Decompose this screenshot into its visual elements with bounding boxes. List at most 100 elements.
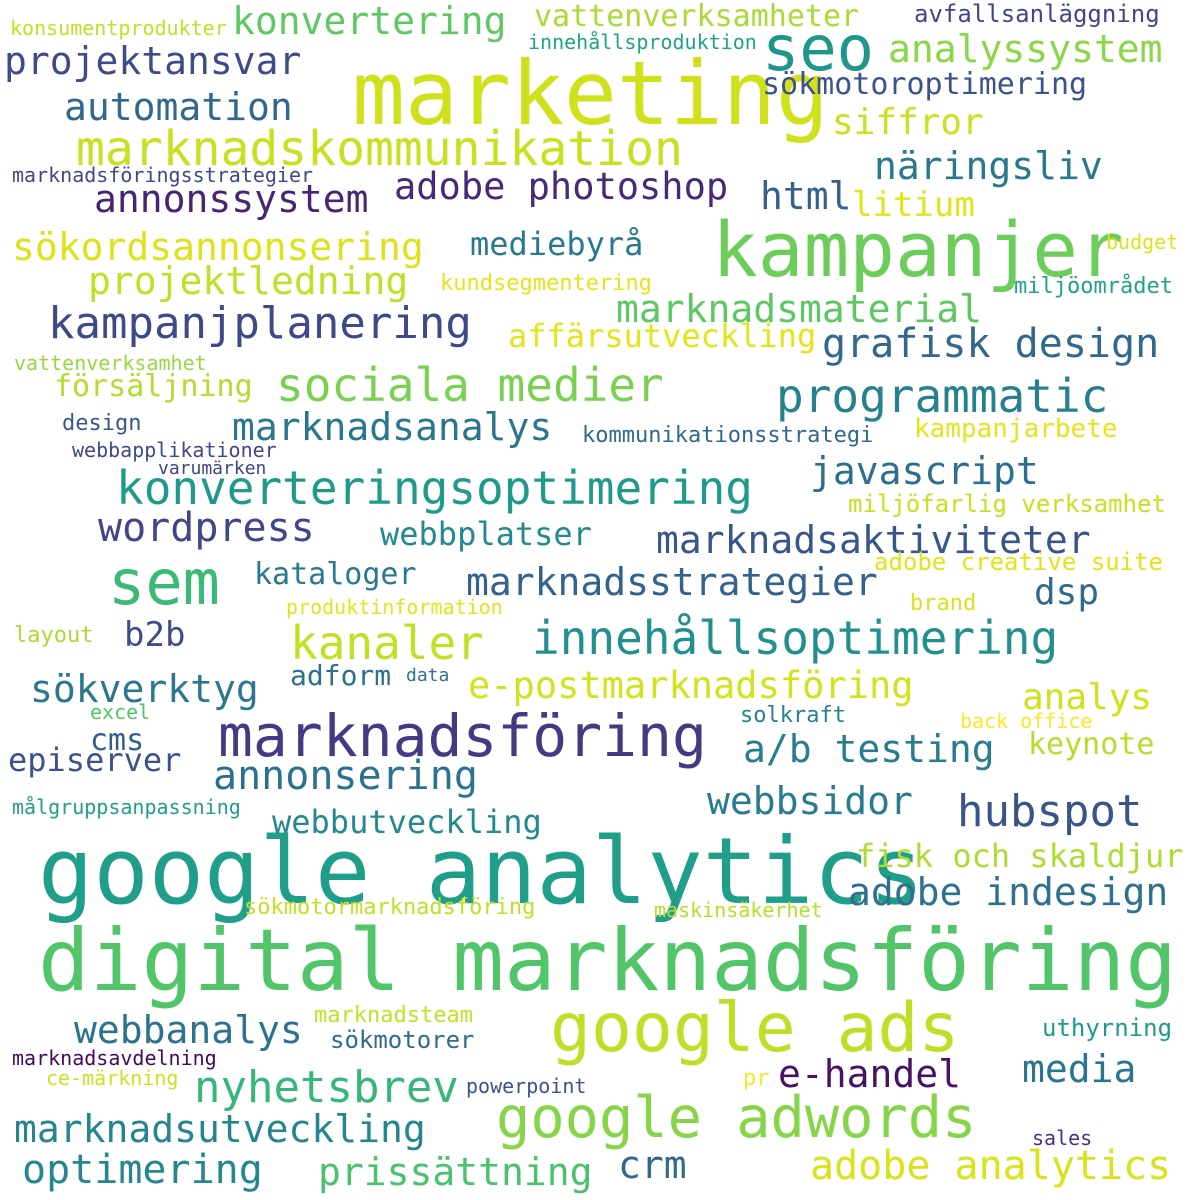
word-ab-testing: a/b testing <box>743 727 995 771</box>
word-konverteringsoptimering: konverteringsoptimering <box>116 461 753 515</box>
word-konsumentprodukter: konsumentprodukter <box>10 16 227 40</box>
word-kampanjer: kampanjer <box>712 205 1124 294</box>
word-digital-marknadsforing: digital marknadsföring <box>38 911 1178 1011</box>
word-analyssystem: analyssystem <box>888 27 1163 71</box>
word-innehallsproduktion: innehållsproduktion <box>528 30 757 54</box>
word-media: media <box>1022 1047 1137 1091</box>
word-marknadsforingsstrategier: marknadsföringsstrategier <box>12 163 314 187</box>
word-litium: litium <box>852 185 975 225</box>
word-wordpress: wordpress <box>98 505 315 551</box>
word-sociala-medier: sociala medier <box>276 358 664 412</box>
word-sokmotorer: sökmotorer <box>330 1026 475 1054</box>
word-hubspot: hubspot <box>957 786 1143 837</box>
word-marknadsteam: marknadsteam <box>314 1003 473 1028</box>
word-layout: layout <box>14 623 94 648</box>
word-maskinsakerhet: maskinsäkerhet <box>654 898 823 922</box>
word-sem: sem <box>108 546 220 619</box>
word-e-handel: e-handel <box>778 1052 962 1096</box>
word-produktinformation: produktinformation <box>286 595 503 619</box>
word-vattenverksamheter: vattenverksamheter <box>534 0 860 34</box>
word-naringsliv: näringsliv <box>874 144 1103 188</box>
word-adobe-photoshop: adobe photoshop <box>394 165 729 208</box>
word-optimering: optimering <box>22 1147 263 1193</box>
word-mediebyra: mediebyrå <box>470 225 644 263</box>
word-episerver: episerver <box>8 741 182 779</box>
word-adobe-analytics: adobe analytics <box>810 1143 1172 1189</box>
word-budget: budget <box>1106 230 1179 254</box>
word-webbutveckling: webbutveckling <box>272 803 542 841</box>
word-cms: cms <box>90 723 145 758</box>
word-forsaljning: försäljning <box>54 369 253 404</box>
word-nyhetsbrev: nyhetsbrev <box>194 1062 459 1113</box>
word-excel: excel <box>90 700 151 724</box>
word-varumarken: varumärken <box>158 458 267 479</box>
word-webbapplikationer: webbapplikationer <box>72 438 277 462</box>
word-marknadsaktiviteter: marknadsaktiviteter <box>656 518 1091 562</box>
word-webbsidor: webbsidor <box>707 779 913 823</box>
word-grafisk-design: grafisk design <box>822 321 1160 367</box>
word-pr: pr <box>743 1066 770 1091</box>
word-prissattning: prissättning <box>318 1150 593 1194</box>
word-vattenverksamhet: vattenverksamhet <box>14 351 207 375</box>
word-sokmotormarknadsforing: sökmotormarknadsföring <box>244 895 536 920</box>
word-solkraft: solkraft <box>740 703 846 728</box>
word-avfallsanlaggning: avfallsanläggning <box>914 0 1160 28</box>
word-malgruppsanpassning: målgruppsanpassning <box>12 795 241 819</box>
word-konvertering: konvertering <box>232 0 507 43</box>
word-kundsegmentering: kundsegmentering <box>440 271 652 296</box>
word-miljofarlig-verksamhet: miljöfarlig verksamhet <box>848 490 1166 518</box>
word-e-postmarknadsforing: e-postmarknadsföring <box>468 664 914 707</box>
word-kampanjarbete: kampanjarbete <box>914 414 1118 444</box>
word-projektansvar: projektansvar <box>4 39 302 83</box>
word-back-office: back office <box>960 709 1093 733</box>
word-marknadsmaterial: marknadsmaterial <box>616 287 983 331</box>
word-analys: analys <box>1022 677 1153 718</box>
word-marketing: marketing <box>352 42 829 145</box>
word-programmatic: programmatic <box>776 369 1109 423</box>
word-sales: sales <box>1032 1126 1093 1150</box>
word-sokmotoroptimering: sökmotoroptimering <box>762 67 1088 102</box>
word-sokordsannonsering: sökordsannonsering <box>12 225 424 269</box>
word-javascript: javascript <box>810 449 1039 493</box>
word-uthyrning: uthyrning <box>1042 1014 1173 1042</box>
word-adform: adform <box>290 659 392 692</box>
word-marknadskommunikation: marknadskommunikation <box>76 121 683 177</box>
word-annonssystem: annonssystem <box>94 177 369 221</box>
word-miljoomradet: miljöområdet <box>1014 274 1173 299</box>
word-marknadsutveckling: marknadsutveckling <box>14 1107 426 1151</box>
word-data: data <box>406 665 450 686</box>
word-brand: brand <box>910 591 977 616</box>
word-google-ads: google ads <box>550 989 960 1068</box>
word-webbplatser: webbplatser <box>380 515 592 553</box>
word-affarsutveckling: affärsutveckling <box>508 317 817 355</box>
word-projektledning: projektledning <box>88 259 409 303</box>
word-fisk-och-skaldjur: fisk och skaldjur <box>856 837 1184 875</box>
word-seo: seo <box>762 12 874 85</box>
word-keynote: keynote <box>1028 727 1155 762</box>
word-kataloger: kataloger <box>254 557 417 592</box>
word-design: design <box>62 411 142 436</box>
word-siffror: siffror <box>832 102 984 143</box>
word-powerpoint: powerpoint <box>466 1074 587 1098</box>
word-dsp: dsp <box>1034 572 1100 613</box>
word-b2b: b2b <box>124 615 186 655</box>
word-google-analytics: google analytics <box>38 818 925 925</box>
word-crm: crm <box>618 1143 687 1187</box>
word-kanaler: kanaler <box>290 616 484 670</box>
word-innehallsoptimering: innehållsoptimering <box>532 611 1059 665</box>
word-adobe-indesign: adobe indesign <box>848 870 1169 914</box>
word-marknadsforing: marknadsföring <box>218 702 707 770</box>
word-marknadsavdelning: marknadsavdelning <box>12 1046 217 1070</box>
word-webbanalys: webbanalys <box>74 1008 303 1052</box>
word-automation: automation <box>64 85 293 129</box>
word-google-adwords: google adwords <box>496 1085 977 1151</box>
word-marknadsanalys: marknadsanalys <box>232 405 553 449</box>
word-kommunikationsstrategi: kommunikationsstrategi <box>582 423 874 448</box>
word-marknadsstrategier: marknadsstrategier <box>466 560 878 604</box>
word-annonsering: annonsering <box>213 753 478 799</box>
word-adobe-creative-suite: adobe creative suite <box>874 548 1163 576</box>
word-ce-markning: ce-märkning <box>46 1066 179 1090</box>
word-html: html <box>760 174 852 218</box>
word-sokverktyg: sökverktyg <box>30 667 259 711</box>
